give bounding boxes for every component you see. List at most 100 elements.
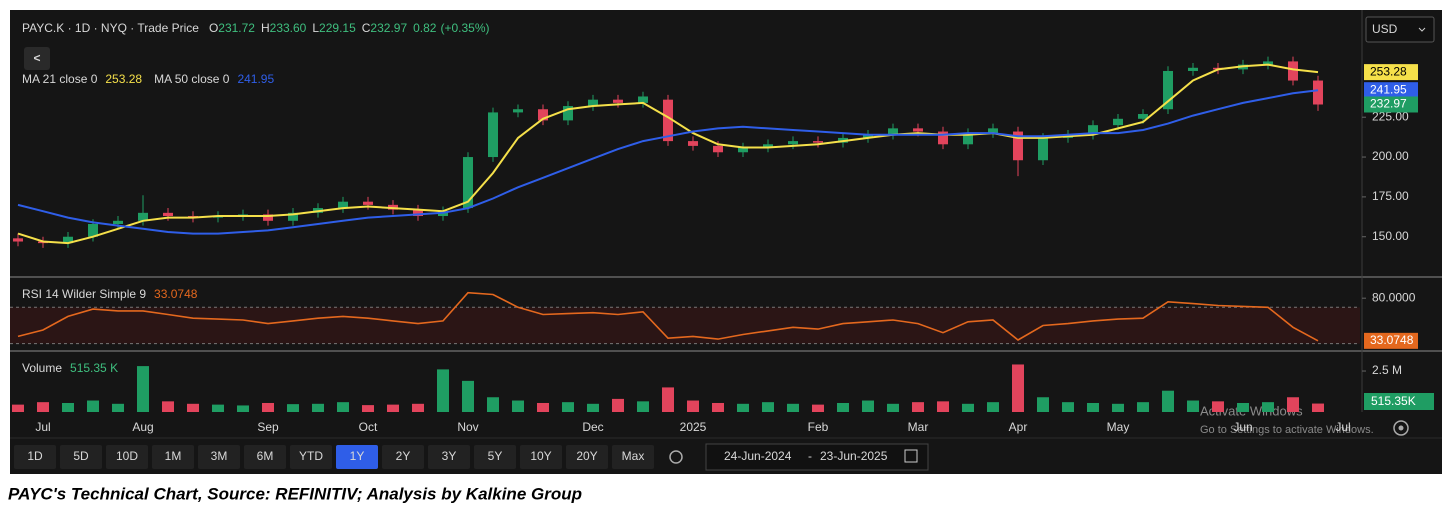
range-button[interactable]	[474, 445, 516, 469]
range-button[interactable]	[382, 445, 424, 469]
x-tick-label: Jul	[35, 420, 50, 434]
volume-bar	[62, 402, 74, 412]
x-tick-label: 2025	[680, 420, 707, 434]
candle-body	[1288, 61, 1298, 81]
candle-body	[913, 128, 923, 132]
volume-bar	[262, 402, 274, 412]
volume-bar	[987, 402, 999, 412]
volume-bar	[1037, 397, 1049, 412]
chart-title: PAYC.K · 1D · NYQ · Trade Price	[22, 21, 199, 35]
candle-body	[813, 141, 823, 143]
back-label: <	[33, 51, 40, 65]
volume-bar	[887, 403, 899, 412]
candle-body	[538, 109, 548, 121]
last-value-box	[1364, 64, 1418, 81]
volume-bar	[587, 403, 599, 412]
range-label: 1D	[27, 449, 43, 463]
ma-name: MA 21 close 0	[22, 72, 98, 86]
calendar-icon[interactable]	[904, 449, 918, 463]
range-button[interactable]	[106, 445, 148, 469]
range-button[interactable]	[244, 445, 286, 469]
volume-bar	[162, 401, 174, 412]
last-value-label: 253.28	[1370, 64, 1407, 78]
last-volume-label: 515.35K	[1371, 394, 1416, 408]
volume-bar	[1137, 402, 1149, 412]
rsi-line	[17, 291, 1319, 342]
range-label: 20Y	[576, 449, 597, 463]
candle-body	[1113, 118, 1123, 126]
candle-body	[1038, 137, 1048, 161]
volume-bar	[762, 402, 774, 412]
toolbar-settings-icon[interactable]	[669, 450, 683, 464]
rsi-legend: RSI 14 Wilder Simple 9 33.0748	[22, 287, 198, 301]
candle-body	[1163, 70, 1173, 110]
volume-bar	[862, 400, 874, 412]
range-button[interactable]	[14, 445, 56, 469]
candle-body	[738, 147, 748, 153]
candle-body	[788, 141, 798, 145]
volume-bar	[412, 403, 424, 412]
volume-bar	[687, 400, 699, 412]
back-button[interactable]	[24, 47, 50, 70]
volume-bar	[512, 400, 524, 412]
candle-body	[338, 201, 348, 209]
candle-body	[763, 144, 773, 148]
candle-body	[288, 212, 298, 221]
last-value-label: 33.0748	[1370, 333, 1414, 347]
volume-bar	[962, 403, 974, 412]
candle-body	[638, 96, 648, 103]
range-label: 5D	[73, 449, 89, 463]
ohlc-value: 231.72	[218, 21, 255, 35]
volume-bar	[87, 400, 99, 412]
candle-body	[163, 212, 173, 217]
rsi-band	[10, 307, 1360, 344]
chart-header: PAYC.K · 1D · NYQ · Trade Price O231.72 H2…	[22, 21, 490, 35]
candle-body	[963, 133, 973, 145]
volume-bar	[212, 404, 224, 412]
x-tick-label: May	[1107, 420, 1130, 434]
range-button[interactable]	[520, 445, 562, 469]
watermark-title: Activate Windows	[1200, 403, 1303, 418]
range-button[interactable]	[336, 445, 378, 469]
range-button[interactable]	[198, 445, 240, 469]
ma-name: MA 50 close 0	[154, 72, 230, 86]
currency-label: USD	[1372, 22, 1398, 36]
date-range-box[interactable]	[705, 443, 929, 471]
rsi-value: 33.0748	[154, 287, 198, 301]
range-button[interactable]	[612, 445, 654, 469]
volume-title: Volume	[22, 361, 62, 375]
settings-icon-dot	[1398, 425, 1404, 431]
range-button[interactable]	[566, 445, 608, 469]
volume-bar	[562, 402, 574, 412]
range-label: YTD	[299, 449, 323, 463]
range-label: 6M	[257, 449, 274, 463]
range-button[interactable]	[60, 445, 102, 469]
candle-body	[613, 99, 623, 103]
volume-bar	[787, 403, 799, 412]
date-to: 23-Jun-2025	[820, 449, 888, 463]
candle-body	[563, 106, 573, 121]
last-value-box	[1364, 96, 1418, 113]
volume-bar	[612, 398, 624, 412]
last-value-label: 241.95	[1370, 82, 1407, 96]
volume-bar	[662, 387, 674, 412]
candle-body	[863, 134, 873, 138]
moving-average-line	[17, 89, 1319, 235]
range-button[interactable]	[290, 445, 332, 469]
candle-body	[1188, 67, 1198, 71]
chart-background	[10, 10, 1442, 474]
volume-bar	[712, 402, 724, 412]
currency-dropdown[interactable]	[1365, 16, 1435, 43]
x-tick-label: Feb	[808, 420, 829, 434]
range-label: 5Y	[488, 449, 503, 463]
x-tick-label: Dec	[582, 420, 603, 434]
y-tick-label: 175.00	[1372, 189, 1409, 203]
range-button[interactable]	[428, 445, 470, 469]
dropdown-arrow	[1418, 27, 1426, 32]
volume-bar	[637, 401, 649, 412]
settings-icon[interactable]	[1393, 420, 1409, 436]
candle-body	[63, 236, 73, 244]
x-tick-label: Sep	[257, 420, 279, 434]
range-button[interactable]	[152, 445, 194, 469]
volume-bar	[387, 404, 399, 412]
